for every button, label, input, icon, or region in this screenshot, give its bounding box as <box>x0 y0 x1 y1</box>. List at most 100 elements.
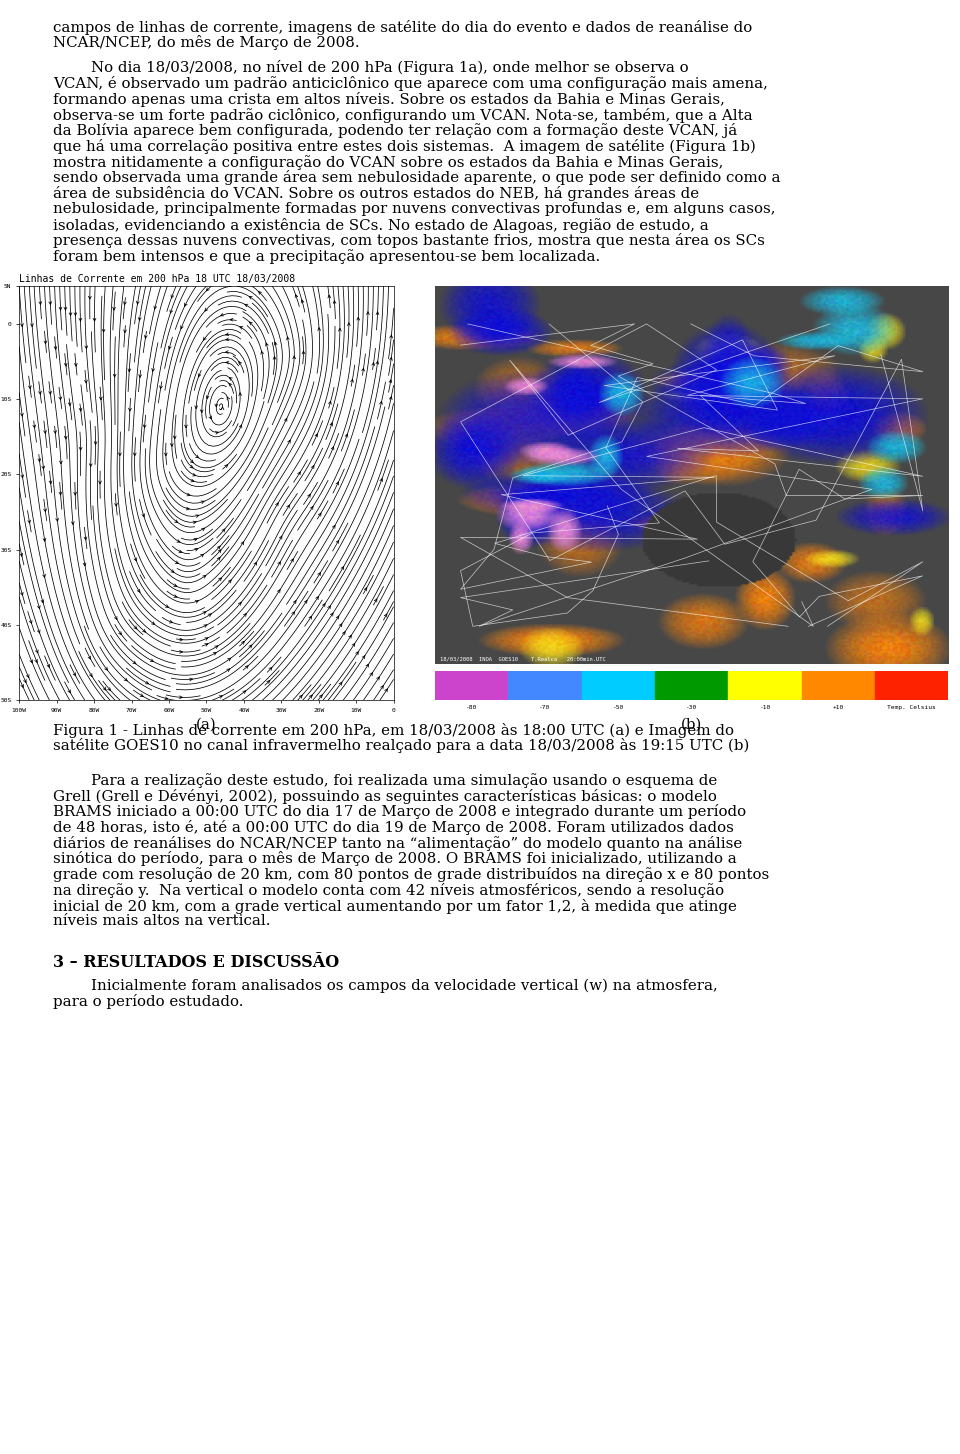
FancyArrowPatch shape <box>206 288 209 291</box>
FancyArrowPatch shape <box>20 592 23 595</box>
FancyArrowPatch shape <box>390 397 392 400</box>
FancyArrowPatch shape <box>336 481 339 486</box>
FancyArrowPatch shape <box>284 419 287 422</box>
FancyArrowPatch shape <box>222 529 225 532</box>
FancyArrowPatch shape <box>318 327 321 330</box>
FancyArrowPatch shape <box>49 301 52 304</box>
FancyArrowPatch shape <box>227 669 229 672</box>
FancyArrowPatch shape <box>84 537 86 539</box>
Text: inicial de 20 km, com a grade vertical aumentando por um fator 1,2, à medida que: inicial de 20 km, com a grade vertical a… <box>53 899 736 913</box>
FancyArrowPatch shape <box>187 493 190 496</box>
FancyArrowPatch shape <box>239 425 242 427</box>
FancyArrowPatch shape <box>250 321 252 324</box>
FancyArrowPatch shape <box>218 550 221 553</box>
FancyArrowPatch shape <box>44 340 47 343</box>
FancyArrowPatch shape <box>348 323 350 326</box>
FancyArrowPatch shape <box>56 519 59 522</box>
FancyArrowPatch shape <box>47 664 50 667</box>
FancyArrowPatch shape <box>201 554 204 557</box>
FancyArrowPatch shape <box>171 295 174 298</box>
FancyArrowPatch shape <box>118 452 121 455</box>
FancyArrowPatch shape <box>177 539 180 542</box>
Text: -10: -10 <box>759 705 771 710</box>
FancyArrowPatch shape <box>190 465 193 468</box>
Text: VCAN, é observado um padrão anticiclônico que aparece com uma configuração mais : VCAN, é observado um padrão anticiclônic… <box>53 76 768 92</box>
FancyArrowPatch shape <box>376 311 379 314</box>
FancyArrowPatch shape <box>323 603 325 606</box>
FancyArrowPatch shape <box>171 570 174 573</box>
FancyArrowPatch shape <box>184 425 187 427</box>
FancyArrowPatch shape <box>44 509 46 512</box>
FancyArrowPatch shape <box>261 352 264 355</box>
FancyArrowPatch shape <box>144 336 147 339</box>
FancyArrowPatch shape <box>243 691 246 694</box>
FancyArrowPatch shape <box>277 561 280 564</box>
Text: presença dessas nuvens convectivas, com topos bastante frios, mostra que nesta á: presença dessas nuvens convectivas, com … <box>53 233 765 249</box>
FancyArrowPatch shape <box>37 630 40 632</box>
Text: +10: +10 <box>832 705 844 710</box>
FancyArrowPatch shape <box>269 667 272 670</box>
FancyArrowPatch shape <box>328 295 330 298</box>
FancyArrowPatch shape <box>364 587 367 590</box>
FancyArrowPatch shape <box>336 541 339 544</box>
FancyArrowPatch shape <box>202 528 204 531</box>
Text: NCAR/NCEP, do mês de Março de 2008.: NCAR/NCEP, do mês de Março de 2008. <box>53 35 359 51</box>
FancyArrowPatch shape <box>114 503 117 506</box>
FancyArrowPatch shape <box>350 379 353 382</box>
FancyArrowPatch shape <box>390 334 393 337</box>
Text: formando apenas uma crista em altos níveis. Sobre os estados da Bahia e Minas Ge: formando apenas uma crista em altos níve… <box>53 92 725 108</box>
FancyArrowPatch shape <box>370 673 372 676</box>
FancyArrowPatch shape <box>59 397 61 400</box>
Text: -30: -30 <box>686 705 697 710</box>
FancyArrowPatch shape <box>366 664 369 667</box>
FancyArrowPatch shape <box>108 688 110 691</box>
FancyArrowPatch shape <box>357 317 360 320</box>
FancyArrowPatch shape <box>89 464 92 467</box>
FancyArrowPatch shape <box>193 474 196 475</box>
FancyArrowPatch shape <box>376 678 379 680</box>
FancyArrowPatch shape <box>389 379 392 382</box>
FancyArrowPatch shape <box>196 515 199 518</box>
Text: área de subsidência do VCAN. Sobre os outros estados do NEB, há grandes áreas de: área de subsidência do VCAN. Sobre os ou… <box>53 186 699 201</box>
FancyArrowPatch shape <box>174 585 177 586</box>
FancyArrowPatch shape <box>258 291 261 294</box>
FancyArrowPatch shape <box>49 391 52 394</box>
FancyArrowPatch shape <box>38 458 40 461</box>
FancyArrowPatch shape <box>180 326 183 329</box>
FancyArrowPatch shape <box>113 374 116 377</box>
Text: -50: -50 <box>612 705 624 710</box>
FancyArrowPatch shape <box>140 694 143 696</box>
FancyArrowPatch shape <box>64 436 67 439</box>
FancyArrowPatch shape <box>74 364 77 366</box>
FancyArrowPatch shape <box>346 435 348 438</box>
FancyArrowPatch shape <box>190 459 193 462</box>
FancyArrowPatch shape <box>71 522 74 525</box>
FancyArrowPatch shape <box>279 537 282 539</box>
Text: nebulosidade, principalmente formadas por nuvens convectivas profundas e, em alg: nebulosidade, principalmente formadas po… <box>53 202 776 215</box>
FancyArrowPatch shape <box>195 601 199 603</box>
FancyArrowPatch shape <box>287 505 290 507</box>
FancyArrowPatch shape <box>64 364 67 366</box>
FancyArrowPatch shape <box>376 361 378 364</box>
FancyArrowPatch shape <box>204 308 207 311</box>
FancyArrowPatch shape <box>154 305 156 310</box>
FancyArrowPatch shape <box>68 403 71 406</box>
FancyArrowPatch shape <box>186 507 189 510</box>
Text: -80: -80 <box>466 705 477 710</box>
FancyArrowPatch shape <box>204 625 207 628</box>
FancyArrowPatch shape <box>217 547 220 550</box>
FancyArrowPatch shape <box>94 442 97 445</box>
FancyArrowPatch shape <box>225 465 228 468</box>
FancyArrowPatch shape <box>266 343 268 346</box>
FancyArrowPatch shape <box>119 631 122 635</box>
FancyArrowPatch shape <box>170 310 173 313</box>
FancyArrowPatch shape <box>304 601 307 603</box>
FancyArrowPatch shape <box>54 346 57 349</box>
FancyArrowPatch shape <box>208 614 211 616</box>
FancyArrowPatch shape <box>171 443 173 446</box>
FancyArrowPatch shape <box>384 614 387 616</box>
FancyArrowPatch shape <box>319 513 321 516</box>
FancyArrowPatch shape <box>49 481 52 484</box>
FancyArrowPatch shape <box>293 356 296 359</box>
FancyArrowPatch shape <box>374 599 377 602</box>
